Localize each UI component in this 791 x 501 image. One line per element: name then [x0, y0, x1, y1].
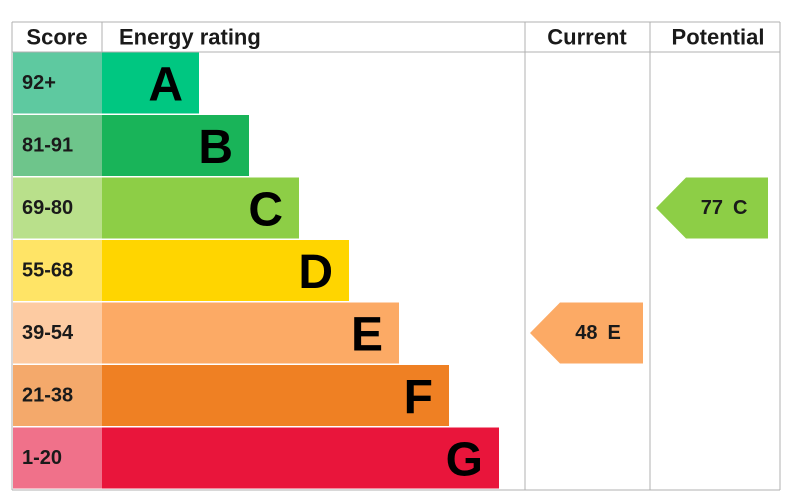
current-arrow [530, 302, 643, 364]
score-label: 55-68 [22, 260, 73, 282]
rating-bar [102, 365, 449, 426]
score-cell [13, 177, 102, 239]
potential-band: C [733, 197, 747, 219]
header-potential: Potential [672, 25, 765, 50]
current-band: E [608, 322, 621, 344]
rating-letter: C [248, 184, 283, 237]
header-score: Score [26, 25, 87, 50]
rating-bar [102, 115, 249, 176]
score-label: 81-91 [22, 135, 73, 157]
score-label: 92+ [22, 72, 56, 94]
rating-bar [102, 240, 349, 301]
header-current: Current [547, 25, 627, 50]
rating-letter: G [446, 434, 483, 487]
score-cell [13, 427, 102, 489]
score-label: 1-20 [22, 447, 62, 469]
score-cell [13, 115, 102, 176]
rating-bar [102, 427, 499, 489]
score-label: 21-38 [22, 385, 73, 407]
rating-letter: B [198, 121, 233, 174]
rating-letter: D [298, 246, 333, 299]
header-rating: Energy rating [119, 25, 261, 50]
potential-arrow [656, 177, 768, 239]
rating-letter: F [404, 371, 433, 424]
score-cell [13, 365, 102, 426]
rating-bar [102, 52, 199, 114]
score-cell [13, 240, 102, 301]
current-value: 48 [575, 322, 597, 344]
rating-bar [102, 302, 399, 364]
score-label: 69-80 [22, 197, 73, 219]
score-cell [13, 52, 102, 114]
score-cell [13, 302, 102, 364]
rating-letter: A [148, 59, 183, 112]
rating-bar [102, 177, 299, 239]
rating-letter: E [351, 309, 383, 362]
score-label: 39-54 [22, 322, 74, 344]
potential-value: 77 [701, 197, 723, 219]
